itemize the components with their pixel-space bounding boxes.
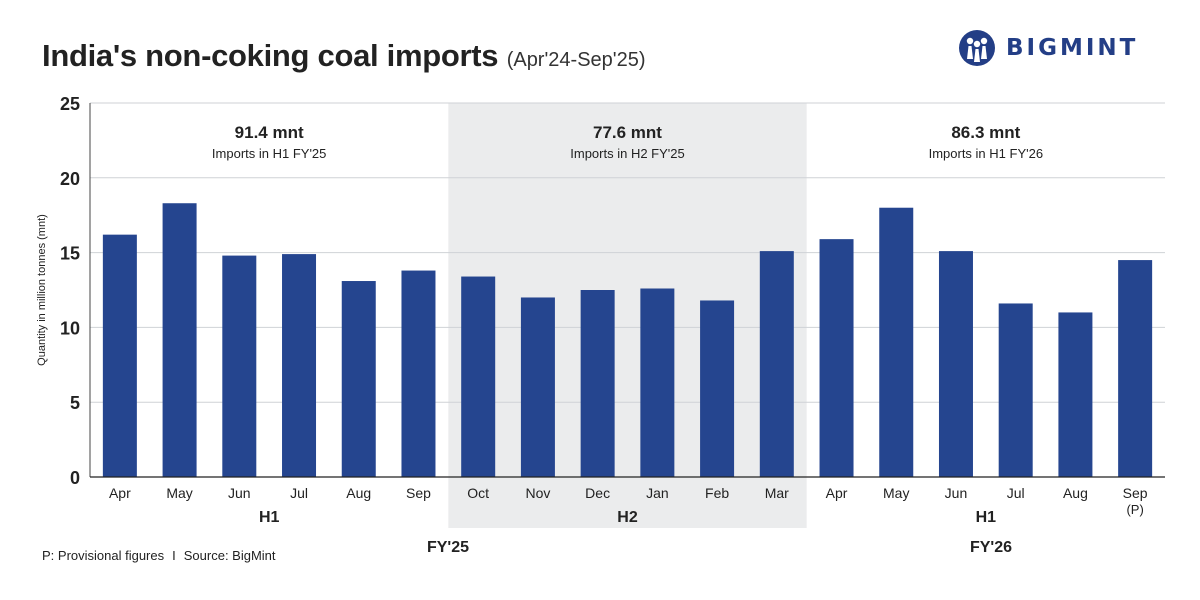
x-tick-label: Jan xyxy=(646,485,669,501)
x-tick-label: Apr xyxy=(826,485,848,501)
footnote-source: Source: BigMint xyxy=(183,548,276,563)
y-tick-label: 20 xyxy=(60,169,80,189)
bar-13 xyxy=(819,239,854,477)
brand-logo: BIGMINT xyxy=(958,28,1138,68)
bar-9 xyxy=(580,290,615,477)
bar-8 xyxy=(520,297,555,477)
bar-4 xyxy=(282,254,317,477)
h2-shaded-band xyxy=(448,103,807,528)
footnote-provisional: P: Provisional figures xyxy=(42,548,165,563)
bar-16 xyxy=(998,303,1033,477)
x-tick-label: Mar xyxy=(765,485,789,501)
x-tick-label: Dec xyxy=(585,485,610,501)
half-year-label: H1 xyxy=(976,509,997,526)
y-tick-label: 0 xyxy=(70,468,80,488)
bar-15 xyxy=(938,251,973,477)
bar-5 xyxy=(341,281,376,477)
x-tick-label: May xyxy=(166,485,192,501)
period-total-caption: Imports in H1 FY'25 xyxy=(212,146,326,161)
bar-12 xyxy=(759,251,794,477)
bar-2 xyxy=(162,203,197,477)
fiscal-year-label: FY'25 xyxy=(427,539,469,556)
period-total-value: 91.4 mnt xyxy=(235,123,304,142)
bar-6 xyxy=(401,270,436,477)
bigmint-logo-icon xyxy=(959,30,995,66)
x-tick-label: Nov xyxy=(525,485,550,501)
x-tick-label: Aug xyxy=(1063,485,1088,501)
x-tick-label: Feb xyxy=(705,485,729,501)
brand-name: BIGMINT xyxy=(1006,35,1139,61)
period-total-caption: Imports in H2 FY'25 xyxy=(570,146,684,161)
bar-17 xyxy=(1058,312,1093,477)
x-tick-label: Jun xyxy=(945,485,968,501)
footnote-separator: I xyxy=(172,548,176,563)
chart-title-main: India's non-coking coal imports xyxy=(42,38,499,73)
x-tick-label: Apr xyxy=(109,485,131,501)
x-tick-label: Jun xyxy=(228,485,251,501)
x-tick-note: (P) xyxy=(1126,502,1143,517)
half-year-label: H1 xyxy=(259,509,280,526)
bar-10 xyxy=(640,288,675,477)
x-tick-label: Jul xyxy=(290,485,308,501)
x-tick-label: Sep xyxy=(1123,485,1148,501)
x-tick-label: Sep xyxy=(406,485,431,501)
x-tick-label: Aug xyxy=(346,485,371,501)
fiscal-year-label: FY'26 xyxy=(970,539,1012,556)
bar-7 xyxy=(461,276,496,477)
period-total-value: 77.6 mnt xyxy=(593,123,662,142)
chart-title: India's non-coking coal imports (Apr'24-… xyxy=(42,38,646,74)
chart-title-period: (Apr'24-Sep'25) xyxy=(506,49,646,71)
bar-1 xyxy=(102,234,137,477)
x-tick-label: Oct xyxy=(467,485,489,501)
bar-14 xyxy=(879,207,914,477)
bar-3 xyxy=(222,255,257,477)
y-tick-label: 15 xyxy=(60,244,80,264)
y-tick-label: 10 xyxy=(60,318,80,338)
x-tick-label: Jul xyxy=(1007,485,1025,501)
bar-11 xyxy=(700,300,735,477)
period-total-value: 86.3 mnt xyxy=(951,123,1020,142)
bar-18 xyxy=(1118,260,1153,477)
x-tick-label: May xyxy=(883,485,909,501)
y-tick-label: 5 xyxy=(70,393,80,413)
half-year-label: H2 xyxy=(617,509,638,526)
period-total-caption: Imports in H1 FY'26 xyxy=(929,146,1043,161)
y-axis-label: Quantity in million tonnes (mnt) xyxy=(36,214,48,366)
y-tick-label: 25 xyxy=(60,94,80,114)
chart-footer: P: Provisional figures I Source: BigMint xyxy=(42,548,276,563)
